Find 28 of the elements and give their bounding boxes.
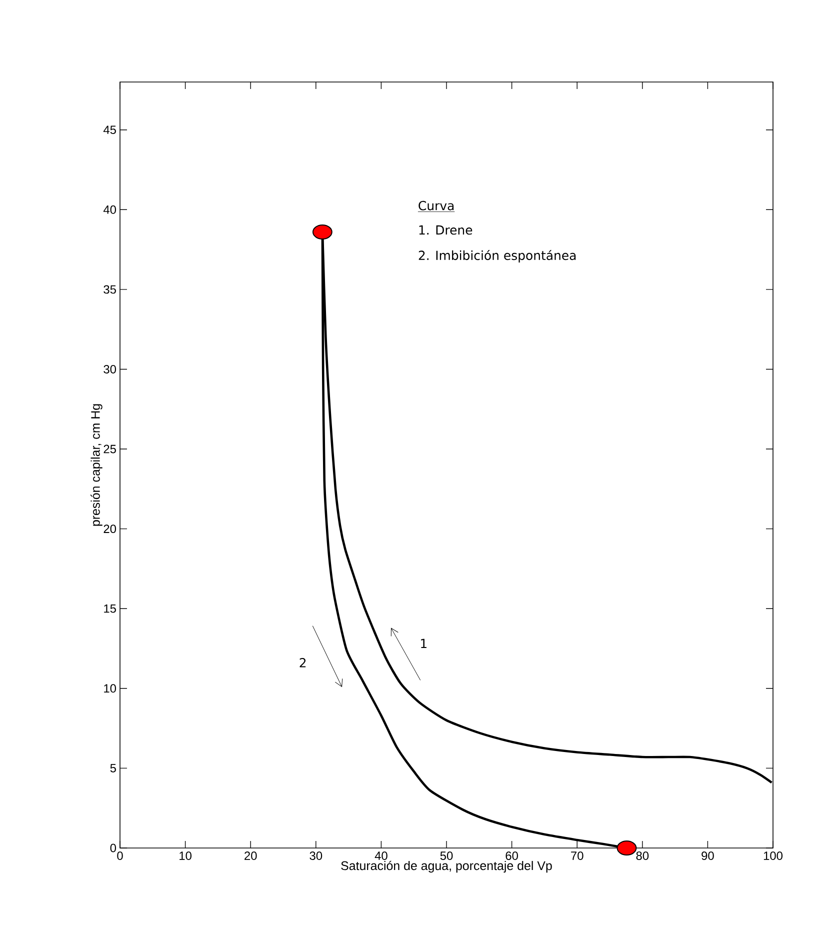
x-tick-label: 30 [310,852,322,860]
y-tick-label: 0 [110,844,116,852]
annotation: 2. Imbibición espontánea [418,250,576,262]
y-tick-label: 20 [104,524,116,534]
x-tick-label: 90 [702,852,714,860]
y-axis-title: presión capilar, cm Hg [90,404,102,526]
x-tick-label: 40 [374,852,388,860]
y-tick-label: 10 [104,684,116,693]
x-tick-label: 20 [244,852,257,860]
x-tick-label: 100 [764,852,783,860]
annotation: 2 [300,658,306,668]
annotation: Curva [418,200,454,210]
x-tick-label: 70 [571,852,584,860]
y-tick-label: 25 [104,444,116,454]
y-tick-label: 35 [104,285,116,294]
y-tick-label: 40 [103,205,116,214]
x-axis-title: Saturación de agua, porcentaje del Vp [341,860,552,873]
y-tick-label: 30 [104,365,116,374]
x-tick-label: 10 [180,852,192,860]
y-tick-label: 45 [103,126,116,134]
annotation: 1 [421,638,426,648]
annotation: 1. Drene [419,225,472,235]
x-tick-label: 60 [506,852,518,860]
x-tick-label: 80 [636,852,649,860]
y-tick-label: 15 [104,604,116,613]
x-tick-label: 0 [117,852,123,860]
x-tick-label: 50 [440,852,453,860]
y-tick-label: 5 [110,764,116,772]
